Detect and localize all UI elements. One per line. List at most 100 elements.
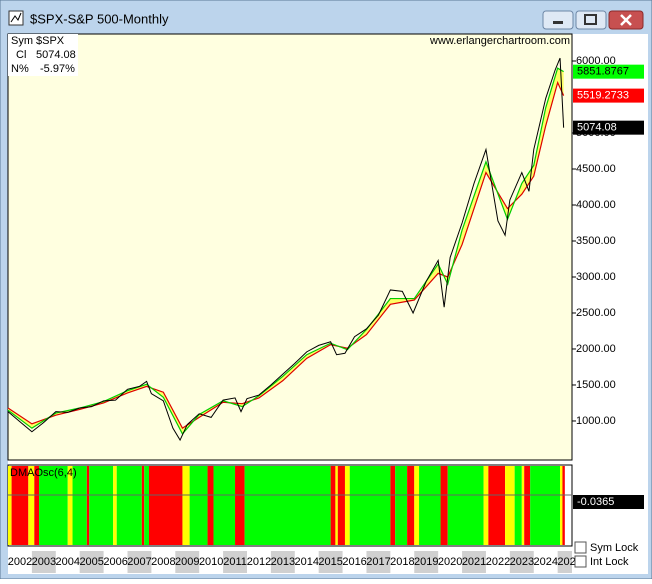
regime-stripe: [505, 466, 515, 545]
y-tick-label: 2000.00: [576, 343, 616, 355]
regime-stripe: [524, 466, 531, 545]
year-band: [414, 551, 439, 573]
info-label: Cl: [16, 49, 26, 61]
window-title: $SPX-S&P 500-Monthly: [30, 11, 169, 26]
regime-stripe: [244, 466, 331, 545]
y-tick-label: 4000.00: [576, 199, 616, 211]
regime-stripe: [514, 466, 522, 545]
year-band: [79, 551, 104, 573]
regime-stripe: [189, 466, 208, 545]
maximize-glyph: [584, 14, 597, 25]
checkbox-label: Sym Lock: [590, 542, 639, 554]
y-tick-label: 2500.00: [576, 307, 616, 319]
year-label: 2005: [79, 556, 103, 568]
regime-stripe: [344, 466, 350, 545]
regime-stripe: [488, 466, 506, 545]
year-label: 2011: [223, 556, 247, 568]
maximize-button[interactable]: [575, 10, 607, 30]
regime-stripe: [39, 466, 68, 545]
year-band: [127, 551, 152, 573]
oscillator-value-box: [573, 495, 644, 509]
year-label: 2009: [175, 556, 199, 568]
year-band: [366, 551, 391, 573]
year-label: 2017: [366, 556, 390, 568]
regime-stripe: [86, 466, 90, 545]
regime-stripe: [141, 466, 145, 545]
regime-stripe: [67, 466, 73, 545]
y-tick-label: 3500.00: [576, 235, 616, 247]
price-panel: [7, 33, 573, 461]
regime-stripe: [349, 466, 391, 545]
regime-stripe: [72, 466, 87, 545]
regime-stripe: [390, 466, 396, 545]
regime-stripe: [562, 466, 565, 545]
close-glyph: [620, 14, 632, 26]
regime-stripe: [213, 466, 236, 545]
year-label: 2023: [510, 556, 534, 568]
regime-stripe: [11, 466, 29, 545]
info-box-bg: [8, 34, 78, 76]
window-icon-glyph: [10, 12, 22, 23]
year-label: 2015: [318, 556, 342, 568]
regime-stripe: [149, 466, 183, 545]
year-band: [175, 551, 200, 573]
info-value: -5.97%: [40, 63, 75, 75]
regime-stripe: [395, 466, 408, 545]
checkbox[interactable]: [574, 541, 587, 554]
info-label: N%: [11, 63, 29, 75]
y-tick-label: 6000.00: [576, 55, 616, 67]
minimize-button[interactable]: [542, 10, 574, 30]
year-label: 2006: [103, 556, 127, 568]
checkbox-label: Int Lock: [590, 556, 629, 568]
last-value-label: 5074.08: [577, 122, 617, 134]
last-value-box: [573, 88, 644, 103]
y-tick-label: 3000.00: [576, 271, 616, 283]
checkbox[interactable]: [574, 555, 587, 568]
regime-stripe: [530, 466, 561, 545]
last-value-box: [573, 120, 644, 135]
regime-stripe: [407, 466, 415, 545]
year-band: [557, 551, 572, 573]
regime-stripe: [144, 466, 149, 545]
year-label: 2002: [8, 556, 32, 568]
year-label: 2013: [271, 556, 295, 568]
regime-stripe: [116, 466, 142, 545]
year-label: 2010: [199, 556, 223, 568]
year-band: [509, 551, 534, 573]
year-label: 2008: [151, 556, 175, 568]
year-label: 2007: [127, 556, 151, 568]
regime-stripe: [419, 466, 441, 545]
price-line: [7, 57, 565, 442]
watermark: www.erlangerchartroom.com: [429, 35, 570, 47]
regime-stripe: [440, 466, 448, 545]
year-label: 2003: [32, 556, 56, 568]
regime-stripe: [330, 466, 336, 545]
regime-stripe: [337, 466, 345, 545]
regime-stripe: [447, 466, 484, 545]
regime-stripe: [207, 466, 214, 545]
year-label: 2024: [534, 556, 558, 568]
y-tick-label: 1000.00: [576, 415, 616, 427]
year-band: [270, 551, 295, 573]
year-label: 2022: [486, 556, 510, 568]
oscillator-label: DMAOsc(6,4): [10, 467, 77, 479]
year-label: 2019: [414, 556, 438, 568]
year-label: 2021: [462, 556, 486, 568]
info-value: 5074.08: [36, 49, 76, 61]
last-value-label: 5519.2733: [577, 90, 629, 102]
year-label: 2012: [247, 556, 271, 568]
year-band: [318, 551, 343, 573]
last-value-label: 5851.8767: [577, 66, 629, 78]
regime-stripe: [113, 466, 117, 545]
regime-stripe: [34, 466, 40, 545]
regime-stripe: [483, 466, 489, 545]
slow-ma-line: [7, 80, 565, 430]
year-band: [462, 551, 486, 573]
y-tick-label: 4500.00: [576, 163, 616, 175]
year-label: 2004: [56, 556, 80, 568]
oscillator-value: -0.0365: [577, 496, 614, 508]
info-value: $SPX: [36, 35, 65, 47]
regime-stripe: [28, 466, 35, 545]
info-box: Sym $SPX Cl 5074.08 N% -5.97%: [8, 34, 78, 76]
